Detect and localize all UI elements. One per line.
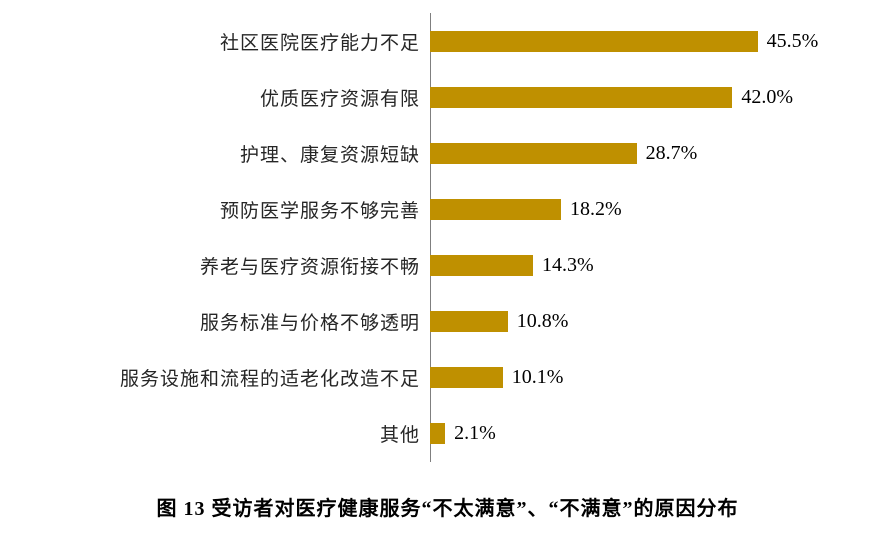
- value-label: 18.2%: [570, 197, 622, 220]
- bar-track: 45.5%: [430, 13, 895, 69]
- chart-row: 优质医疗资源有限 42.0%: [0, 69, 895, 125]
- category-label: 其他: [379, 424, 420, 446]
- chart-row: 护理、康复资源短缺 28.7%: [0, 125, 895, 181]
- bar: [430, 310, 508, 332]
- category-label: 社区医院医疗能力不足: [219, 32, 420, 54]
- chart-rows: 社区医院医疗能力不足 45.5% 优质医疗资源有限 42.0% 护理、康复资源短缺 28.…: [0, 13, 895, 461]
- chart-row: 社区医院医疗能力不足 45.5%: [0, 13, 895, 69]
- category-label: 预防医学服务不够完善: [219, 200, 420, 222]
- chart-row: 养老与医疗资源衔接不畅 14.3%: [0, 237, 895, 293]
- bar-track: 10.1%: [430, 349, 895, 405]
- bar: [430, 142, 637, 164]
- bar-track: 28.7%: [430, 125, 895, 181]
- bar: [430, 366, 503, 388]
- value-label: 2.1%: [454, 421, 496, 444]
- category-label: 护理、康复资源短缺: [239, 144, 420, 166]
- bar-track: 42.0%: [430, 69, 895, 125]
- category-label: 服务标准与价格不够透明: [199, 312, 420, 334]
- bar: [430, 198, 562, 220]
- value-label: 28.7%: [645, 141, 698, 164]
- value-label: 14.3%: [541, 253, 594, 276]
- category-label: 优质医疗资源有限: [259, 88, 420, 110]
- bar-track: 14.3%: [430, 237, 895, 293]
- value-label: 42.0%: [741, 85, 794, 108]
- bar-track: 18.2%: [430, 181, 895, 237]
- value-label: 45.5%: [766, 29, 819, 52]
- chart-row: 预防医学服务不够完善 18.2%: [0, 181, 895, 237]
- chart-row: 其他 2.1%: [0, 405, 895, 461]
- chart-row: 服务标准与价格不够透明 10.8%: [0, 293, 895, 349]
- bar: [430, 86, 733, 108]
- bar-track: 2.1%: [430, 405, 895, 461]
- value-label: 10.8%: [516, 309, 569, 332]
- bar: [430, 30, 758, 52]
- bar: [430, 254, 533, 276]
- value-label: 10.1%: [511, 365, 564, 388]
- bar: [430, 422, 446, 444]
- category-label: 养老与医疗资源衔接不畅: [199, 256, 420, 278]
- chart-row: 服务设施和流程的适老化改造不足 10.1%: [0, 349, 895, 405]
- category-label: 服务设施和流程的适老化改造不足: [119, 368, 420, 390]
- chart-title: 图 13 受访者对医疗健康服务“不太满意”、“不满意”的原因分布: [156, 498, 739, 520]
- y-axis-line: [430, 13, 431, 462]
- bar-track: 10.8%: [430, 293, 895, 349]
